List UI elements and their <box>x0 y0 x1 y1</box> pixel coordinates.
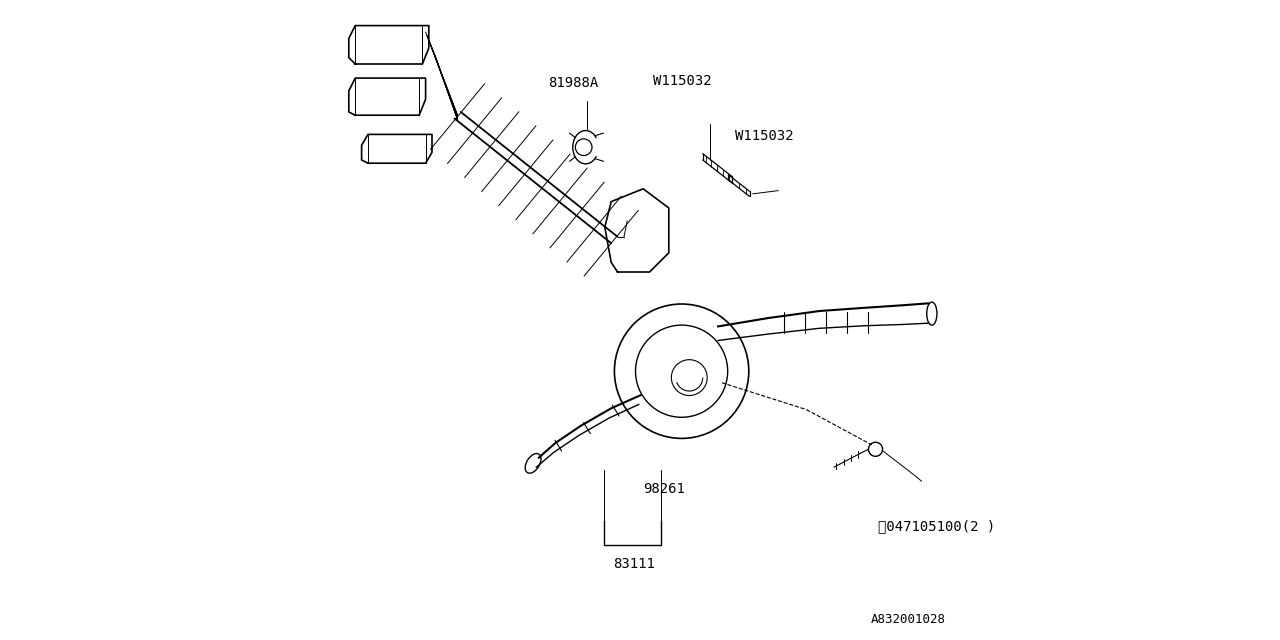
Text: W115032: W115032 <box>735 129 794 143</box>
Text: A832001028: A832001028 <box>870 613 946 626</box>
Text: Ⓢ047105100(2 ): Ⓢ047105100(2 ) <box>878 519 996 533</box>
Text: 98261: 98261 <box>644 482 685 496</box>
Text: W115032: W115032 <box>653 74 712 88</box>
Text: 81988A: 81988A <box>548 76 598 90</box>
Text: 83111: 83111 <box>613 557 654 571</box>
